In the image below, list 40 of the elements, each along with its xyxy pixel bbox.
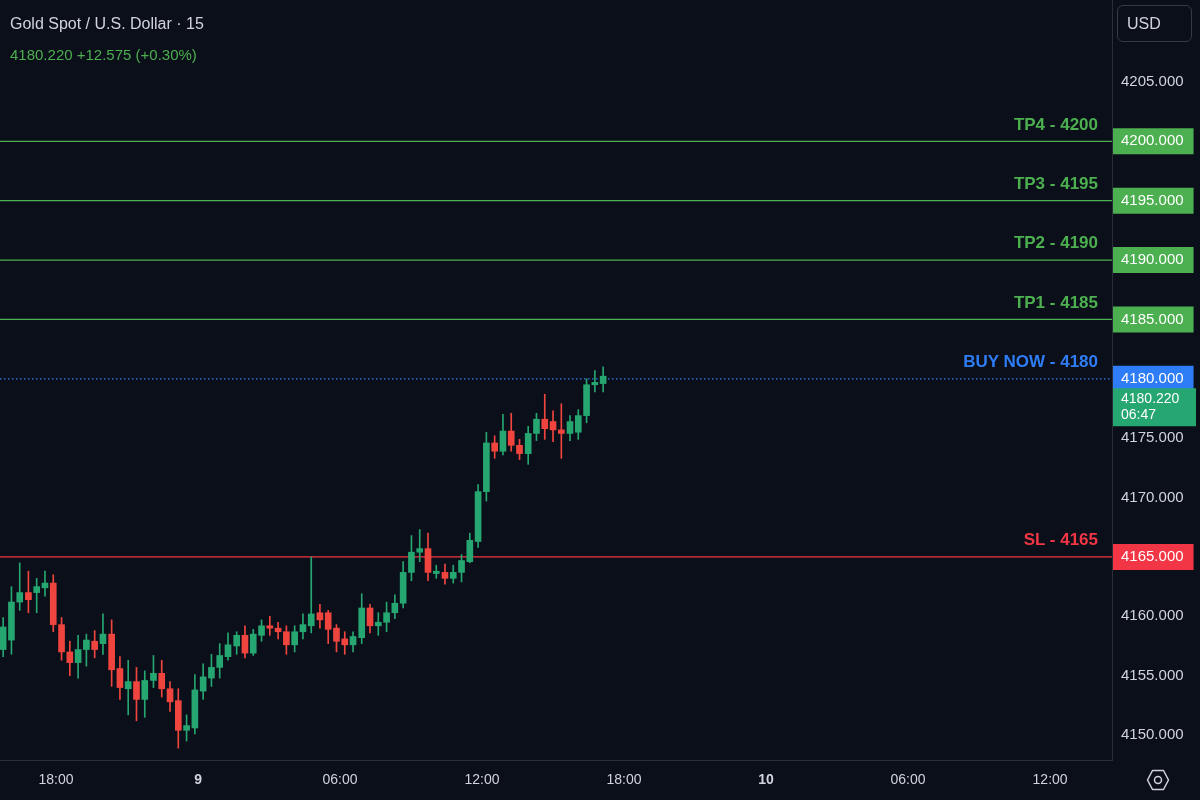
y-tick-label: 4175.000 (1121, 428, 1184, 446)
y-tick-label: 4155.000 (1121, 665, 1184, 683)
x-tick-label: 9 (194, 771, 203, 788)
text: 4180.220 (1121, 390, 1180, 407)
y-tick-label: 4185.000 (1121, 309, 1184, 327)
candlestick (266, 615, 274, 636)
text: 4180.220 +12.575 (+0.30%) (10, 46, 197, 63)
y-axis-title: USD (1117, 5, 1192, 42)
ref-line-label: TP1 - 4185 (1013, 292, 1098, 312)
candlestick (432, 564, 440, 579)
x-tick-label: 18:00 (606, 771, 642, 788)
text: 06:47 (1121, 406, 1157, 423)
y-tick-label: 4150.000 (1121, 725, 1184, 743)
y-tick-label: 4190.000 (1121, 250, 1184, 268)
x-tick-label: 10 (758, 771, 775, 788)
ref-line-label: SL - 4165 (1023, 530, 1098, 550)
x-tick-label: 18:00 (38, 771, 74, 788)
y-tick-label: 4160.000 (1121, 606, 1184, 624)
candlestick (16, 562, 24, 611)
y-tick-label: 4165.000 (1121, 547, 1184, 565)
candlestick (307, 556, 315, 634)
x-tick-label: 12:00 (464, 771, 500, 788)
ref-line-label: TP4 - 4200 (1013, 114, 1098, 134)
candlestick (124, 659, 132, 716)
ref-line-label: TP2 - 4190 (1013, 233, 1098, 253)
x-tick-label: 12:00 (1032, 771, 1068, 788)
ref-line-label: BUY NOW - 4180 (963, 352, 1098, 371)
candlestick (33, 577, 41, 614)
y-tick-label: 4205.000 (1121, 72, 1184, 90)
candlestick (541, 393, 549, 440)
y-tick-label: 4180.000 (1121, 368, 1184, 386)
candlestick (591, 370, 599, 393)
y-tick-label: 4170.000 (1121, 487, 1184, 505)
ref-line-label: TP3 - 4195 (1013, 173, 1098, 193)
x-tick-label: 06:00 (322, 771, 358, 788)
candlestick (558, 403, 565, 459)
y-tick-label: 4195.000 (1121, 190, 1184, 208)
text: Gold Spot / U.S. Dollar · 15 (10, 15, 204, 33)
y-tick-label: 4200.000 (1121, 131, 1184, 149)
x-tick-label: 06:00 (890, 771, 926, 788)
